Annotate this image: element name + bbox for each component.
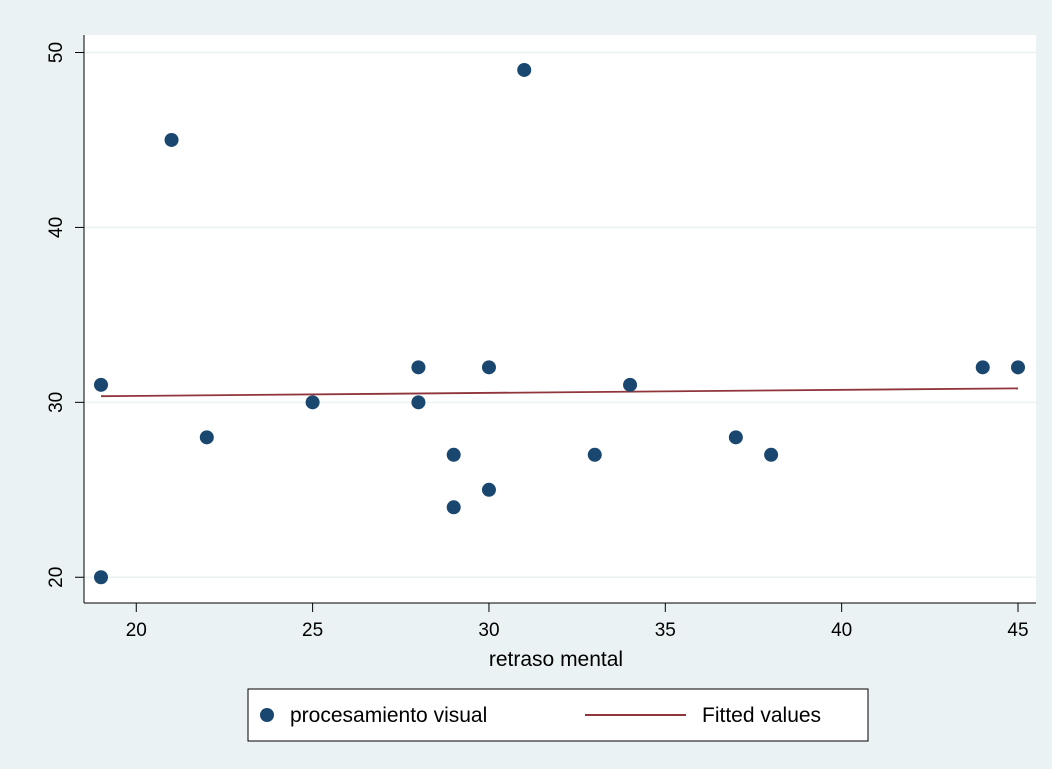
data-point-17 — [1011, 360, 1025, 375]
data-point-4 — [305, 395, 320, 410]
data-point-16 — [975, 360, 990, 375]
x-tick-label-45: 45 — [1007, 620, 1028, 641]
fitted-values-line — [100, 387, 1019, 398]
legend: procesamiento visual Fitted values — [247, 688, 869, 742]
data-point-15 — [764, 447, 779, 462]
data-point-7 — [446, 447, 461, 462]
data-point-10 — [481, 482, 496, 497]
data-point-0 — [94, 377, 108, 392]
plot-area — [84, 35, 1036, 603]
data-point-13 — [623, 377, 638, 392]
legend-label-procesamiento-visual: procesamiento visual — [290, 704, 487, 727]
data-point-8 — [446, 500, 461, 515]
x-tick-label-30: 30 — [478, 620, 499, 641]
legend-marker-procesamiento-visual — [260, 708, 274, 722]
data-point-12 — [587, 447, 602, 462]
gridlines — [84, 51, 1036, 579]
data-point-2 — [164, 132, 179, 147]
data-point-9 — [481, 360, 496, 375]
data-point-1 — [94, 570, 108, 585]
x-tick-label-20: 20 — [126, 620, 147, 641]
data-point-6 — [411, 395, 426, 410]
scatter-points — [94, 62, 1025, 585]
x-tick-label-40: 40 — [831, 620, 852, 641]
data-point-11 — [517, 62, 532, 77]
y-tick-label-50: 50 — [46, 42, 67, 63]
legend-label-fitted-values: Fitted values — [702, 704, 821, 727]
legend-box — [247, 688, 869, 742]
data-point-14 — [728, 430, 743, 445]
x-axis-title: retraso mental — [489, 648, 623, 671]
y-tick-label-40: 40 — [46, 217, 67, 238]
axes: 20 25 30 35 40 45 20 30 40 50 — [46, 35, 1036, 641]
data-point-5 — [411, 360, 426, 375]
fitted-line-layer — [100, 387, 1019, 398]
x-tick-label-25: 25 — [302, 620, 323, 641]
y-tick-label-20: 20 — [46, 567, 67, 588]
data-point-3 — [199, 430, 214, 445]
x-tick-label-35: 35 — [655, 620, 676, 641]
y-tick-label-30: 30 — [46, 392, 67, 413]
